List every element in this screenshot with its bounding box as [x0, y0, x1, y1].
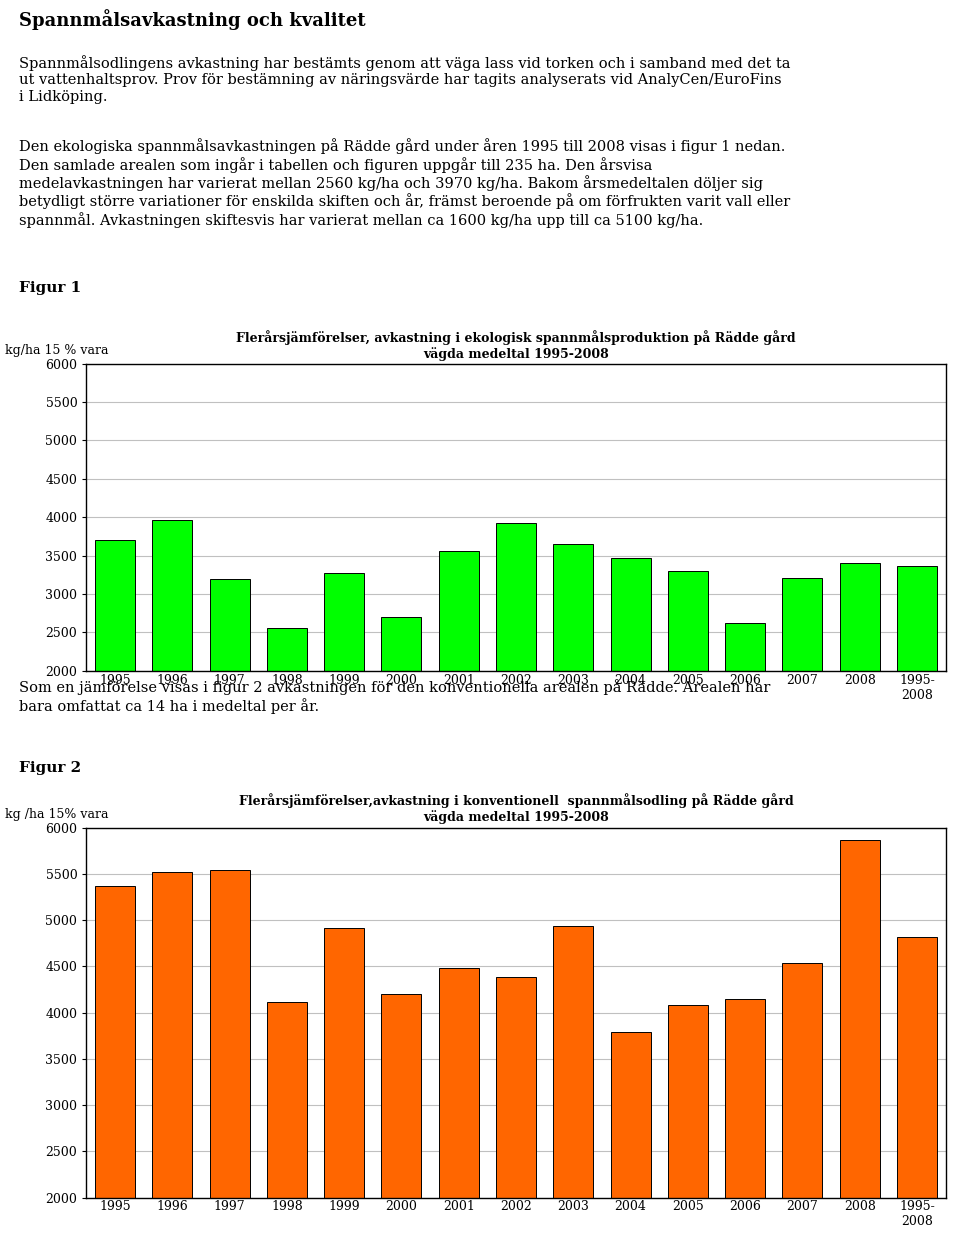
Text: Figur 2: Figur 2 [19, 761, 82, 775]
Bar [668, 1006, 708, 1254]
Bar [496, 523, 536, 825]
Bar [553, 544, 593, 825]
Bar [95, 540, 135, 825]
Bar [209, 870, 250, 1254]
Bar [153, 872, 192, 1254]
Bar [840, 840, 879, 1254]
Text: Den ekologiska spannmålsavkastningen på Rädde gård under åren 1995 till 2008 vis: Den ekologiska spannmålsavkastningen på … [19, 138, 790, 228]
Bar [153, 519, 192, 825]
Bar [439, 551, 479, 825]
Text: Figur 1: Figur 1 [19, 281, 82, 295]
Bar [725, 623, 765, 825]
Bar [209, 579, 250, 825]
Bar [611, 558, 651, 825]
Bar [840, 563, 879, 825]
Bar [439, 968, 479, 1254]
Bar [897, 937, 937, 1254]
Text: kg/ha 15 % vara: kg/ha 15 % vara [5, 345, 108, 357]
Bar [381, 994, 421, 1254]
Bar [668, 571, 708, 825]
Bar [324, 928, 364, 1254]
Bar [95, 885, 135, 1254]
Bar [782, 963, 823, 1254]
Bar [324, 573, 364, 825]
Bar [496, 977, 536, 1254]
Bar [267, 628, 307, 825]
Bar [267, 1002, 307, 1254]
Text: kg /ha 15% vara: kg /ha 15% vara [5, 809, 108, 821]
Bar [897, 567, 937, 825]
Text: Flerårsjämförelser,avkastning i konventionell  spannmålsodling på Rädde gård
väg: Flerårsjämförelser,avkastning i konventi… [239, 793, 793, 824]
Text: Som en jämförelse visas i figur 2 avkastningen för den konventionella arealen på: Som en jämförelse visas i figur 2 avkast… [19, 680, 771, 714]
Text: Spannmålsavkastning och kvalitet: Spannmålsavkastning och kvalitet [19, 9, 366, 30]
Bar [381, 617, 421, 825]
Bar [553, 925, 593, 1254]
Bar [725, 998, 765, 1254]
Bar [782, 578, 823, 825]
Bar [611, 1032, 651, 1254]
Text: Spannmålsodlingens avkastning har bestämts genom att väga lass vid torken och i : Spannmålsodlingens avkastning har bestäm… [19, 55, 791, 104]
Text: Flerårsjämförelser, avkastning i ekologisk spannmålsproduktion på Rädde gård
väg: Flerårsjämförelser, avkastning i ekologi… [236, 330, 796, 361]
